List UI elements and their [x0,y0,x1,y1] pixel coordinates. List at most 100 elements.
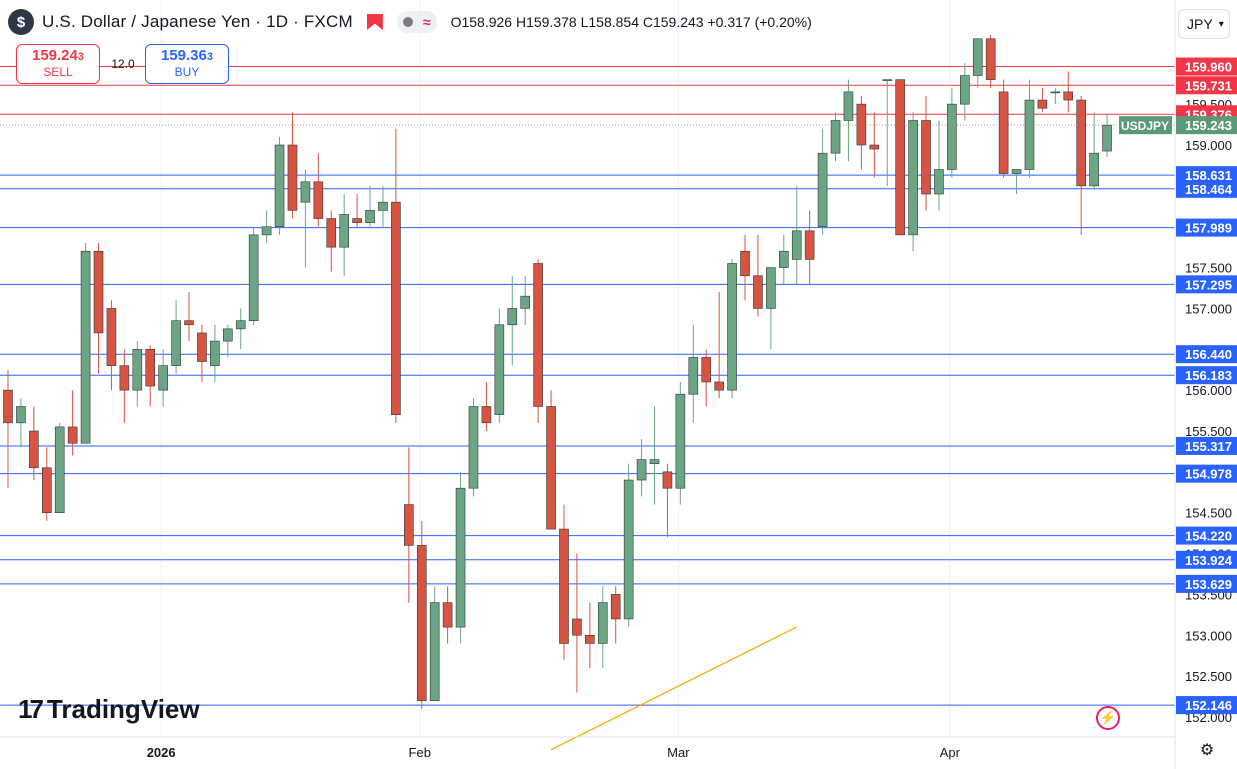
candle-body[interactable] [533,263,543,407]
candle-body[interactable] [119,365,130,391]
candle-body[interactable] [158,365,168,391]
candle-body[interactable] [675,393,686,489]
buy-button[interactable]: 159.363 BUY [145,44,229,84]
candle-body[interactable] [481,406,492,424]
candle-body[interactable] [869,144,880,150]
candle-body[interactable] [339,214,349,248]
candle-body[interactable] [1089,152,1099,187]
candle-body[interactable] [1102,124,1112,152]
candle-body[interactable] [546,406,556,530]
candle-body[interactable] [300,181,311,203]
candle-body[interactable] [145,348,156,387]
candle-body[interactable] [1076,99,1086,187]
candle-body[interactable] [274,144,285,228]
candle-body[interactable] [29,430,39,469]
candle-body[interactable] [998,91,1009,174]
candle-body[interactable] [856,103,867,146]
candle-body[interactable] [416,545,427,701]
candle-body[interactable] [947,103,957,170]
candle-body[interactable] [921,120,931,195]
candle-body[interactable] [184,320,194,326]
candle-body[interactable] [41,467,52,514]
candle-body[interactable] [507,308,518,326]
candle-body[interactable] [93,250,104,334]
candle-body[interactable] [649,459,660,464]
candle-body[interactable] [429,602,440,701]
candle-body[interactable] [326,218,337,248]
candle-body[interactable] [468,406,479,489]
candle-body[interactable] [287,144,298,211]
candle-body[interactable] [132,348,143,391]
candle-body[interactable] [572,618,582,636]
candle-body[interactable] [817,152,828,228]
candle-body[interactable] [727,263,737,391]
candle-body[interactable] [753,275,763,309]
trendline[interactable] [550,626,797,751]
candle-body[interactable] [171,320,181,366]
candle-body[interactable] [972,38,983,76]
candle-body[interactable] [610,594,621,620]
candle-body[interactable] [520,295,531,309]
candle-body[interactable] [766,267,776,309]
candle-body[interactable] [701,357,712,383]
candle-body[interactable] [1011,169,1022,174]
candle-body[interactable] [494,324,505,415]
candle-body[interactable] [235,320,246,330]
candle-body[interactable] [559,528,569,644]
candle-body[interactable] [223,328,233,342]
candle-body[interactable] [404,504,414,546]
candle-body[interactable] [442,602,453,628]
candle-body[interactable] [908,120,918,236]
candle-body[interactable] [261,226,272,236]
candle-body[interactable] [882,79,893,81]
candle-body[interactable] [843,91,854,121]
candle-body[interactable] [80,250,91,444]
candle-body[interactable] [830,120,841,154]
candle-body[interactable] [636,459,647,481]
candle-body[interactable] [455,487,466,628]
candle-body[interactable] [934,169,944,195]
candle-body[interactable] [791,230,802,260]
currency-selector[interactable]: JPY ▾ [1178,9,1230,39]
candle-body[interactable] [597,602,608,644]
candle-body[interactable] [106,308,117,366]
candle-body[interactable] [1024,99,1035,170]
candle-body[interactable] [960,75,970,105]
level-price-label: 153.924 [1185,553,1233,568]
candle-body[interactable] [352,218,362,223]
candle-body[interactable] [365,210,375,223]
symbol-title[interactable]: U.S. Dollar / Japanese Yen · 1D · FXCM [42,12,353,31]
candle-body[interactable] [688,357,699,395]
lightning-icon[interactable]: ⚡ [1096,706,1120,730]
candle-body[interactable] [391,201,401,415]
candle-body[interactable] [67,426,78,444]
indicator-toggle[interactable]: ≈ [396,11,437,33]
candle-body[interactable] [585,634,595,644]
candle-body[interactable] [378,201,388,211]
candle-body[interactable] [1063,91,1074,101]
candle-body[interactable] [3,389,13,424]
candle-body[interactable] [895,79,905,236]
candle-body[interactable] [1037,99,1048,109]
level-price-label: 158.631 [1185,168,1232,183]
candle-body[interactable] [662,471,673,489]
flag-icon[interactable] [366,14,383,30]
candle-body[interactable] [714,381,724,391]
candle-body[interactable] [740,250,750,277]
candle-body[interactable] [248,234,259,321]
candle-body[interactable] [985,38,996,80]
candle-body[interactable] [210,340,220,366]
candle-body[interactable] [16,406,26,424]
sell-button[interactable]: 159.243 SELL [16,44,100,84]
candle-body[interactable] [1050,91,1061,94]
candle-body[interactable] [778,250,789,268]
candle-body[interactable] [313,181,324,219]
candle-body[interactable] [623,479,634,620]
sell-price: 159.243 [31,47,84,64]
candle-body[interactable] [197,332,207,362]
candle-body[interactable] [54,426,65,514]
candle-body[interactable] [804,230,815,260]
settings-gear-icon[interactable]: ⚙ [1199,742,1215,759]
